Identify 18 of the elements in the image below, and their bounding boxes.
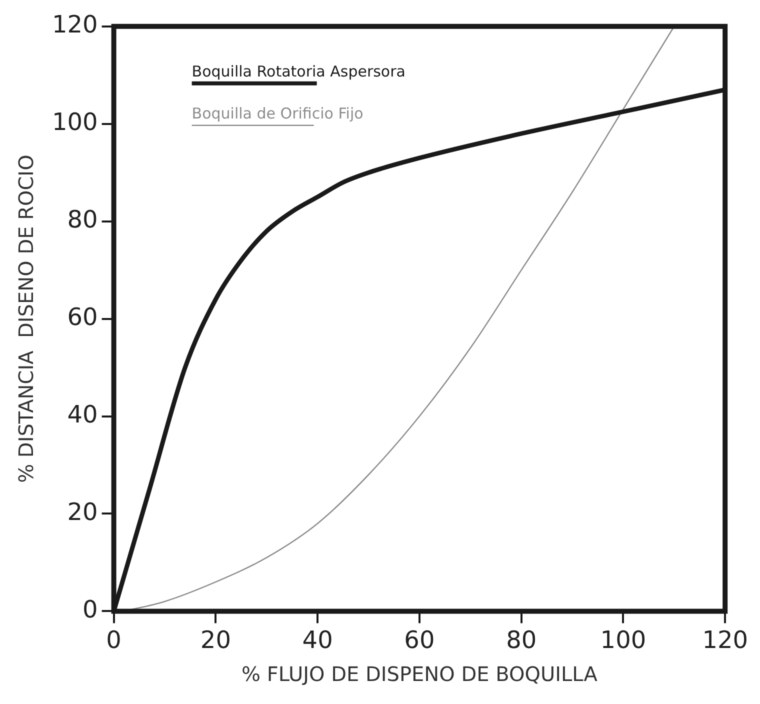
x-tick-label: 60: [404, 626, 435, 654]
x-tick-label: 20: [200, 626, 231, 654]
y-tick-label: 100: [52, 108, 98, 136]
y-tick-label: 20: [67, 498, 98, 526]
y-tick-label: 120: [52, 10, 98, 39]
y-axis-title: % DISTANCIA DISENO DE ROCIO: [14, 154, 38, 483]
x-tick-label: 120: [702, 626, 748, 654]
text: Boquilla Rotatoria Aspersora: [192, 62, 406, 80]
y-tick-label: 40: [67, 400, 98, 428]
y-tick-label: 60: [67, 303, 98, 332]
x-axis-title: % FLUJO DE DISPENO DE BOQUILLA: [241, 662, 598, 686]
y-tick-label: 0: [82, 595, 98, 624]
x-tick-label: 0: [106, 626, 122, 654]
x-tick-label: 80: [506, 626, 537, 654]
x-tick-label: 100: [600, 626, 646, 654]
x-tick-label: 40: [302, 626, 333, 654]
y-tick-label: 80: [67, 206, 98, 234]
text: Boquilla de Orificio Fijo: [192, 104, 364, 122]
